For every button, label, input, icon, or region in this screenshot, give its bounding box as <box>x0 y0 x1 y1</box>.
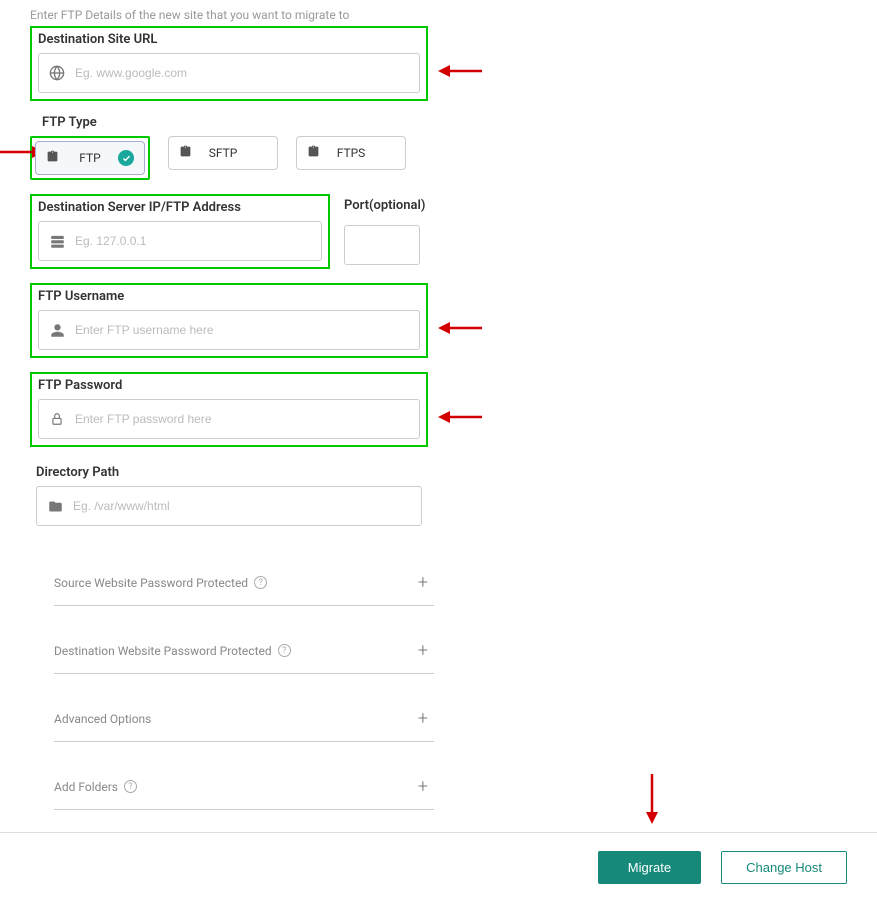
globe-icon <box>39 65 75 81</box>
intro-text: Enter FTP Details of the new site that y… <box>30 8 847 22</box>
username-input-wrap[interactable] <box>38 310 420 350</box>
port-input[interactable] <box>344 225 420 265</box>
arrow-annotation-icon <box>438 319 482 337</box>
port-group: Port(optional) <box>344 194 425 265</box>
directory-input[interactable] <box>73 487 421 525</box>
user-icon <box>39 323 75 338</box>
server-ip-input-wrap[interactable] <box>38 221 322 261</box>
directory-input-wrap[interactable] <box>36 486 422 526</box>
collapsible-label: Add Folders <box>54 780 118 794</box>
source-protected-toggle[interactable]: Source Website Password Protected ? + <box>54 560 434 606</box>
password-input[interactable] <box>75 400 419 438</box>
plus-icon: + <box>418 572 428 593</box>
lock-icon <box>39 412 75 426</box>
ftp-type-group: FTP Type FTP SFTP <box>30 115 847 180</box>
help-icon[interactable]: ? <box>124 780 137 793</box>
check-icon <box>118 150 134 166</box>
ftp-type-option-label: SFTP <box>209 146 238 160</box>
ftp-type-label: FTP Type <box>42 115 847 130</box>
server-ip-group: Destination Server IP/FTP Address <box>30 194 330 269</box>
username-input[interactable] <box>75 311 419 349</box>
change-host-button[interactable]: Change Host <box>721 851 847 884</box>
server-icon <box>39 234 75 249</box>
directory-group: Directory Path <box>30 461 428 532</box>
username-label: FTP Username <box>38 289 420 304</box>
collapsible-label: Source Website Password Protected <box>54 576 248 590</box>
server-ip-input[interactable] <box>75 222 321 260</box>
dest-protected-toggle[interactable]: Destination Website Password Protected ?… <box>54 628 434 674</box>
add-folders-toggle[interactable]: Add Folders ? + <box>54 764 434 810</box>
clipboard-icon <box>307 145 320 161</box>
plus-icon: + <box>418 640 428 661</box>
help-icon[interactable]: ? <box>254 576 267 589</box>
plus-icon: + <box>418 708 428 729</box>
ftp-type-option-label: FTP <box>79 151 100 165</box>
ftp-type-option-ftps[interactable]: FTPS <box>296 136 406 170</box>
ftp-type-option-sftp[interactable]: SFTP <box>168 136 278 170</box>
site-url-label: Destination Site URL <box>38 32 420 47</box>
folder-icon <box>37 499 73 514</box>
collapsible-label: Destination Website Password Protected <box>54 644 272 658</box>
collapsible-label: Advanced Options <box>54 712 151 726</box>
clipboard-icon <box>179 145 192 161</box>
site-url-input-wrap[interactable] <box>38 53 420 93</box>
directory-label: Directory Path <box>36 465 422 480</box>
footer: Migrate Change Host <box>0 832 877 902</box>
username-group: FTP Username <box>30 283 428 358</box>
server-ip-label: Destination Server IP/FTP Address <box>38 200 322 215</box>
plus-icon: + <box>418 776 428 797</box>
arrow-annotation-icon <box>438 408 482 426</box>
port-label: Port(optional) <box>344 198 425 213</box>
advanced-toggle[interactable]: Advanced Options + <box>54 696 434 742</box>
password-label: FTP Password <box>38 378 420 393</box>
site-url-group: Destination Site URL <box>30 26 428 101</box>
password-group: FTP Password <box>30 372 428 447</box>
ftp-type-highlight: FTP <box>30 136 150 180</box>
ftp-type-option-ftp[interactable]: FTP <box>35 141 145 175</box>
migrate-button[interactable]: Migrate <box>598 851 701 884</box>
arrow-annotation-icon <box>438 62 482 80</box>
clipboard-icon <box>46 150 59 166</box>
help-icon[interactable]: ? <box>278 644 291 657</box>
ftp-type-option-label: FTPS <box>337 146 366 160</box>
site-url-input[interactable] <box>75 54 419 92</box>
password-input-wrap[interactable] <box>38 399 420 439</box>
arrow-annotation-icon <box>643 774 661 824</box>
